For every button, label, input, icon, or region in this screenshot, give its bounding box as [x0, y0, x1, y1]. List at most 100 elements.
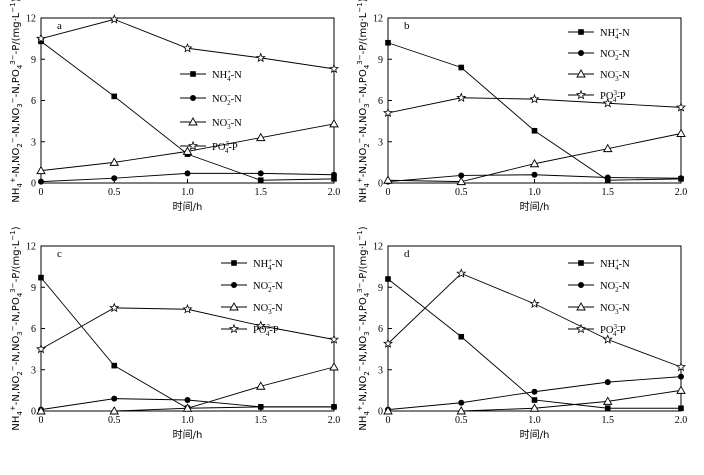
legend-marker	[229, 302, 239, 311]
data-point	[382, 338, 394, 348]
data-point	[604, 379, 611, 386]
y-tick-label: 12	[373, 14, 383, 25]
legend-marker	[190, 71, 196, 77]
x-axis-label: 时间/h	[520, 200, 550, 213]
x-tick-label: 1.0	[528, 415, 541, 426]
y-tick-label: 0	[31, 407, 36, 418]
legend-marker	[575, 89, 587, 100]
data-point	[111, 362, 118, 369]
data-point	[602, 396, 613, 405]
legend: NH+ 4-N NO− 2-N NO− 3-N PO3− 4-P	[568, 257, 630, 338]
data-point	[257, 177, 264, 184]
y-axis-label: NH4+-N,NO2−-N,NO3−-N,PO43−-P/(mg·L−1)	[356, 226, 371, 430]
data-point	[531, 388, 538, 395]
series-square	[38, 274, 337, 412]
data-point	[602, 97, 613, 108]
legend-label: NO− 3-N	[600, 301, 630, 316]
y-tick-label: 0	[378, 407, 383, 418]
panel-label: c	[57, 248, 62, 260]
y-tick-label: 6	[378, 324, 383, 335]
y-tick-label: 12	[26, 242, 36, 253]
plot-frame	[387, 245, 682, 412]
data-point	[182, 303, 193, 314]
data-point	[676, 128, 686, 137]
data-point	[329, 362, 339, 371]
x-tick-label: 1.0	[181, 187, 194, 198]
y-tick-label: 9	[31, 283, 36, 294]
x-tick-label: 0	[386, 415, 391, 426]
y-axis-label: NH4+-N,NO2−-N,NO3−-N,PO43−-P/(mg·L−1)	[356, 0, 371, 203]
data-point	[182, 42, 193, 53]
series-triangle	[36, 362, 339, 415]
x-tick-label: 2.0	[328, 415, 341, 426]
x-tick-label: 1.5	[602, 187, 615, 198]
series-triangle	[383, 385, 686, 415]
legend-marker	[578, 282, 584, 288]
legend-label: NH+ 4-N	[212, 68, 242, 83]
data-point	[678, 405, 684, 412]
data-point	[456, 92, 467, 103]
panel-label: d	[404, 248, 410, 260]
legend-marker	[576, 302, 586, 311]
data-point	[383, 175, 393, 184]
legend-label: NO− 3-N	[212, 116, 242, 131]
data-point	[675, 361, 687, 372]
data-point	[38, 38, 44, 45]
data-point	[329, 118, 339, 128]
data-point	[458, 172, 465, 179]
legend-marker	[190, 95, 196, 101]
data-point	[184, 397, 191, 403]
x-tick-label: 0	[39, 415, 44, 426]
legend-marker	[575, 323, 587, 334]
panel-label: b	[404, 20, 410, 32]
legend-marker	[576, 69, 586, 78]
data-point	[458, 333, 465, 340]
series-line	[387, 272, 682, 368]
series-line	[40, 307, 335, 350]
data-point	[111, 93, 118, 100]
x-tick-label: 1.5	[602, 415, 615, 426]
x-axis-label: 时间/h	[173, 428, 203, 441]
x-tick-label: 1.5	[255, 415, 268, 426]
y-tick-label: 6	[31, 324, 36, 335]
data-point	[255, 320, 266, 331]
data-point	[678, 175, 684, 182]
data-point	[182, 403, 193, 412]
data-point	[676, 385, 686, 394]
data-point	[382, 107, 394, 118]
legend-label: NO− 2-N	[600, 279, 630, 294]
data-point	[111, 175, 118, 182]
chart-panel-a: 0 0.5 1.0 1.5 2.0 0 3 6 9 12 a 时间/h NH4+-N,NO2−-N,NO…	[9, 0, 340, 213]
legend-label: NO− 2-N	[600, 47, 630, 62]
data-point	[184, 170, 191, 177]
legend-label: PO3− 4-P	[600, 89, 626, 104]
data-point	[602, 334, 613, 344]
panel-label: a	[57, 20, 62, 32]
data-point	[109, 14, 120, 24]
data-point	[328, 63, 340, 74]
data-point	[109, 406, 120, 415]
data-point	[257, 170, 264, 177]
legend-label: NO− 3-N	[600, 68, 630, 83]
x-tick-label: 0.5	[108, 415, 121, 426]
data-point	[109, 302, 120, 313]
y-tick-label: 3	[31, 137, 36, 148]
data-point	[35, 33, 47, 43]
data-point	[331, 403, 337, 410]
data-point	[385, 39, 391, 46]
y-tick-label: 12	[26, 14, 36, 25]
data-point	[529, 298, 540, 309]
y-tick-label: 6	[378, 96, 383, 107]
data-point	[255, 132, 266, 142]
x-tick-label: 1.0	[181, 415, 194, 426]
legend: NH+ 4-N NO− 2-N NO− 3-N PO3− 4-P	[221, 257, 283, 338]
data-point	[182, 146, 193, 155]
legend-marker	[188, 117, 198, 126]
data-point	[604, 174, 611, 181]
series-circle	[38, 170, 337, 185]
chart-panel-b: 0 0.5 1.0 1.5 2.0 0 3 6 9 12 b 时间/h NH4+-N,NO2−-N,NO…	[356, 0, 687, 213]
series-square	[38, 38, 337, 184]
legend-label: NO− 2-N	[253, 279, 283, 294]
x-tick-label: 0	[386, 187, 391, 198]
series-star	[35, 14, 340, 74]
